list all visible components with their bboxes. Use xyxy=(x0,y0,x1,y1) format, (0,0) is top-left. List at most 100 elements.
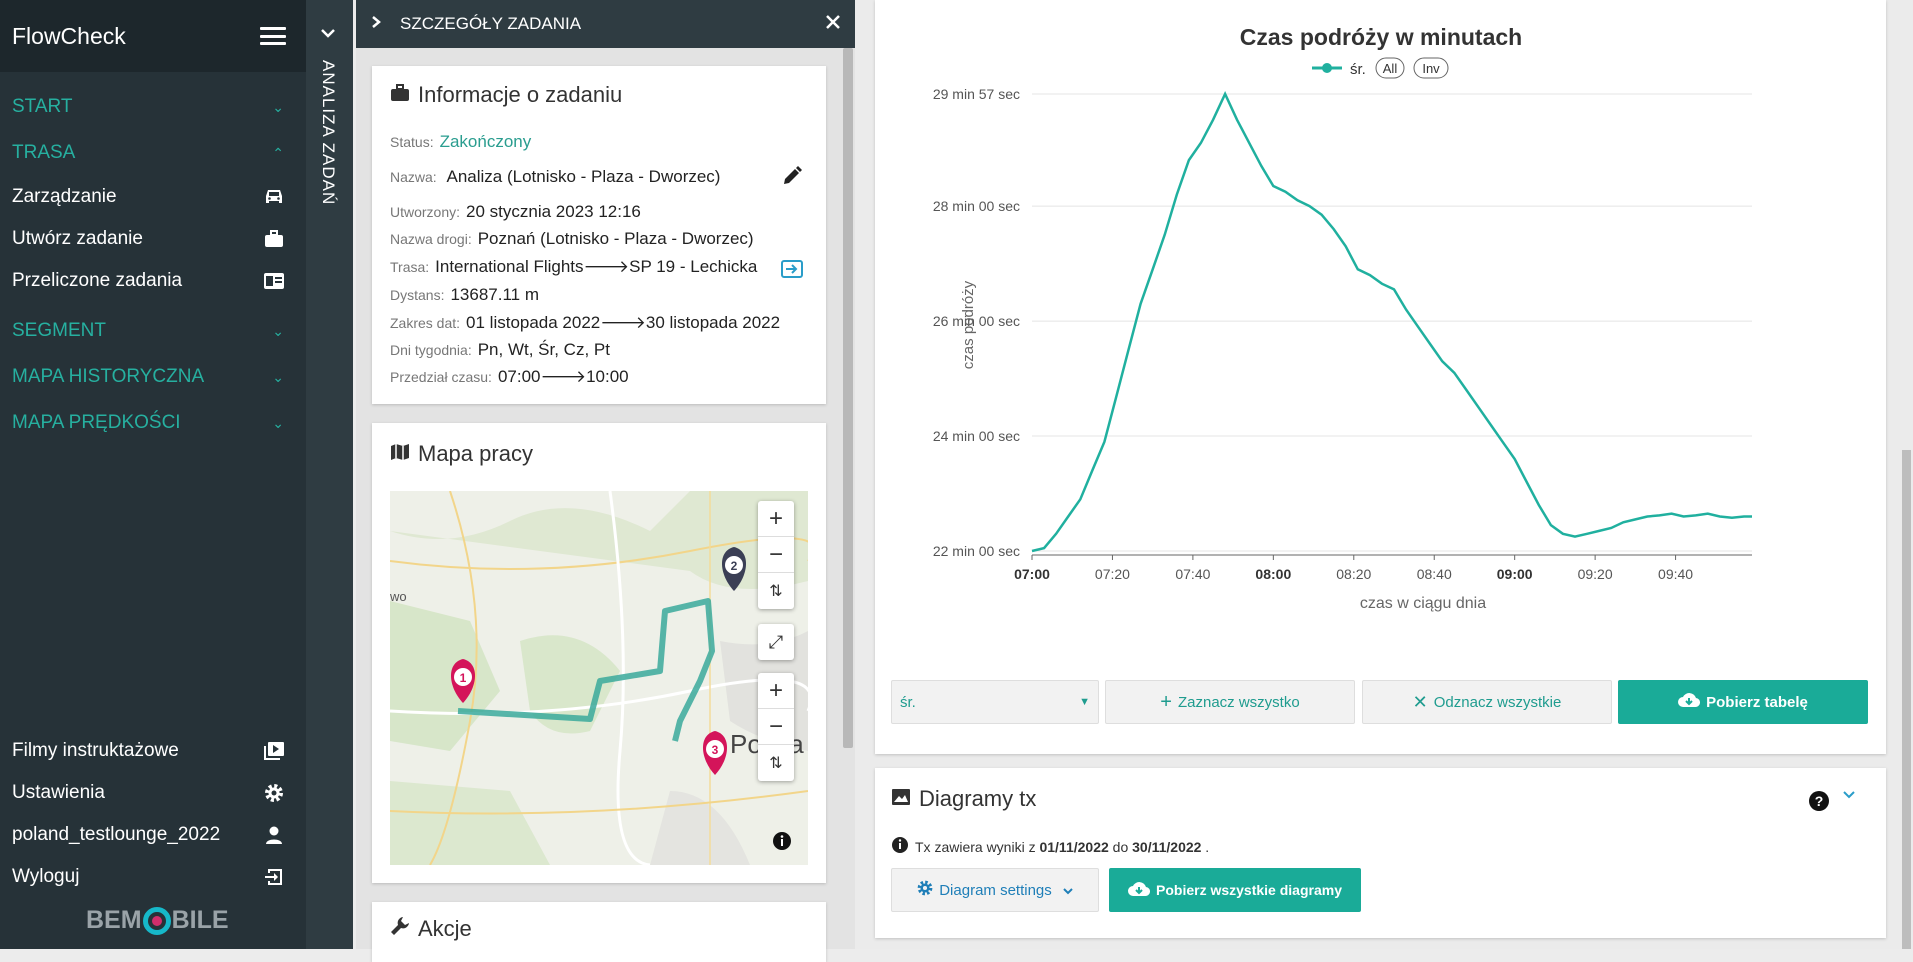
marker-2-label: 2 xyxy=(731,559,738,573)
legend-inv-label: Inv xyxy=(1422,61,1440,76)
map-marker-2[interactable]: 2 xyxy=(721,547,747,591)
weekdays-label: Dni tygodnia: xyxy=(390,342,472,358)
details-header: SZCZEGÓŁY ZADANIA xyxy=(356,0,855,48)
reset-north-button[interactable]: ⇅ xyxy=(769,583,783,600)
route-map[interactable]: 1 2 3 Pozna wo + − ⇅ xyxy=(390,491,808,865)
image-icon xyxy=(891,786,911,812)
scrollbar[interactable] xyxy=(843,48,853,748)
map-marker-1[interactable]: 1 xyxy=(450,659,476,703)
briefcase-icon xyxy=(390,82,410,108)
sidebar-item-label: Zarządzanie xyxy=(12,186,117,207)
zoom-in-button[interactable]: + xyxy=(758,673,794,709)
section-label: SEGMENT xyxy=(12,320,106,341)
sidebar-section-mapa-predkosci[interactable]: MAPA PRĘDKOŚCI ⌄ xyxy=(0,400,306,446)
marker-3-label: 3 xyxy=(712,743,719,757)
map-zoom-controls-top: + − ⇅ xyxy=(758,501,794,609)
legend-all-toggle xyxy=(1375,57,1405,79)
sidebar-section-mapa-historyczna[interactable]: MAPA HISTORYCZNA ⌄ xyxy=(0,354,306,400)
section-label: MAPA HISTORYCZNA xyxy=(12,366,205,387)
sidebar-item-ustawienia[interactable]: Ustawienia xyxy=(0,772,306,814)
chevron-down-icon: ⌄ xyxy=(272,414,284,431)
chevron-right-icon[interactable] xyxy=(370,14,382,34)
info-icon xyxy=(891,836,909,857)
chevron-down-icon[interactable] xyxy=(320,26,336,44)
reset-north-button[interactable]: ⇅ xyxy=(769,755,783,772)
scrollbar[interactable] xyxy=(1902,450,1911,949)
zoom-out-button[interactable]: − xyxy=(758,709,794,745)
sidebar-header: FlowCheck xyxy=(0,0,306,72)
sidebar-item-przeliczone-zadania[interactable]: Przeliczone zadania xyxy=(0,260,306,302)
sidebar-item-label: Przeliczone zadania xyxy=(12,270,183,291)
download-table-button[interactable]: Pobierz tabelę xyxy=(1618,680,1868,724)
task-info-card: Informacje o zadaniu Status: Zakończony N… xyxy=(372,66,826,404)
card-header: Mapa pracy xyxy=(390,441,533,467)
sidebar-item-user[interactable]: poland_testlounge_2022 xyxy=(0,814,306,856)
chevron-down-icon: ⌄ xyxy=(272,368,284,385)
card-header: Diagramy tx xyxy=(891,786,1036,812)
video-icon xyxy=(262,740,286,762)
time-from: 07:00 xyxy=(497,367,541,386)
cloud-download-icon xyxy=(1128,881,1151,900)
map-marker-3[interactable]: 3 xyxy=(702,731,728,775)
chevron-up-icon: ⌃ xyxy=(272,144,284,161)
x-tick-label: 09:00 xyxy=(1497,566,1533,582)
created-value: 20 stycznia 2023 12:16 xyxy=(466,202,641,221)
plus-icon: + xyxy=(1160,690,1172,713)
details-title: SZCZEGÓŁY ZADANIA xyxy=(400,14,582,33)
collapsed-panel-strip[interactable]: ANALIZA ZADAŃ xyxy=(306,0,353,949)
status-label: Status: xyxy=(390,134,434,150)
zoom-out-button[interactable]: − xyxy=(758,537,794,573)
select-all-button[interactable]: + Zaznacz wszystko xyxy=(1105,680,1355,724)
legend-all-label: All xyxy=(1383,61,1398,76)
info-mid: do xyxy=(1108,838,1133,855)
fullscreen-control: ⤢ xyxy=(758,624,794,660)
route-from: International Flights xyxy=(435,257,584,276)
card-header: Informacje o zadaniu xyxy=(390,82,622,108)
sidebar-section-segment[interactable]: SEGMENT ⌄ xyxy=(0,308,306,354)
route-link-icon[interactable] xyxy=(780,259,804,284)
sidebar: FlowCheck START ⌄ TRASA ⌃ Zarządzanie Ut… xyxy=(0,0,306,949)
select-value: śr. xyxy=(900,693,916,711)
x-tick-label: 07:40 xyxy=(1175,566,1210,582)
sidebar-item-filmy[interactable]: Filmy instruktażowe xyxy=(0,730,306,772)
road-value: Poznań (Lotnisko - Plaza - Dworzec) xyxy=(477,229,754,248)
legend-inv-toggle xyxy=(1413,57,1449,79)
info-icon[interactable] xyxy=(772,831,792,856)
series-line-avg xyxy=(1031,91,1752,553)
chevron-down-icon[interactable] xyxy=(1841,788,1857,806)
caret-down-icon: ▼ xyxy=(1079,696,1090,708)
sidebar-section-trasa[interactable]: TRASA ⌃ xyxy=(0,130,306,176)
car-icon xyxy=(262,186,286,208)
series-select[interactable]: śr. ▼ xyxy=(891,680,1099,724)
distance-row: Dystans: 13687.11 m xyxy=(390,285,539,305)
card-title: Mapa pracy xyxy=(418,441,533,466)
download-all-diagrams-button[interactable]: Pobierz wszystkie diagramy xyxy=(1109,868,1361,912)
cloud-download-icon xyxy=(1678,692,1701,712)
route-label: Trasa: xyxy=(390,259,430,275)
zoom-in-button[interactable]: + xyxy=(758,501,794,537)
close-icon[interactable] xyxy=(825,14,841,35)
chevron-down-icon: ⌄ xyxy=(272,322,284,339)
help-icon[interactable]: ? xyxy=(1808,790,1830,817)
arrow-right-icon: 🡒 xyxy=(600,313,646,332)
logo-o-icon xyxy=(142,906,171,935)
sidebar-section-start[interactable]: START ⌄ xyxy=(0,84,306,130)
logout-icon xyxy=(262,866,286,888)
fullscreen-icon[interactable]: ⤢ xyxy=(768,631,784,652)
name-row: Nazwa: Analiza (Lotnisko - Plaza - Dworz… xyxy=(390,167,720,187)
sidebar-item-utworz-zadanie[interactable]: Utwórz zadanie xyxy=(0,218,306,260)
diagram-settings-button[interactable]: Diagram settings xyxy=(891,868,1099,912)
chart-grid xyxy=(1032,93,1752,556)
card-title: Akcje xyxy=(418,916,472,941)
chevron-down-icon xyxy=(1062,882,1074,899)
hamburger-menu-icon[interactable] xyxy=(260,27,286,45)
edit-pencil-icon[interactable] xyxy=(782,166,802,191)
y-tick-label: 24 min 00 sec xyxy=(933,428,1020,444)
chart-legend[interactable]: śr. All Inv xyxy=(1312,57,1449,79)
work-map-card: Mapa pracy 1 xyxy=(372,423,826,883)
sidebar-item-zarzadzanie[interactable]: Zarządzanie xyxy=(0,176,306,218)
section-label: MAPA PRĘDKOŚCI xyxy=(12,412,181,433)
sidebar-item-wyloguj[interactable]: Wyloguj xyxy=(0,856,306,898)
deselect-all-button[interactable]: ✕ Odznacz wszystkie xyxy=(1362,680,1612,724)
info-suffix: . xyxy=(1201,838,1210,855)
